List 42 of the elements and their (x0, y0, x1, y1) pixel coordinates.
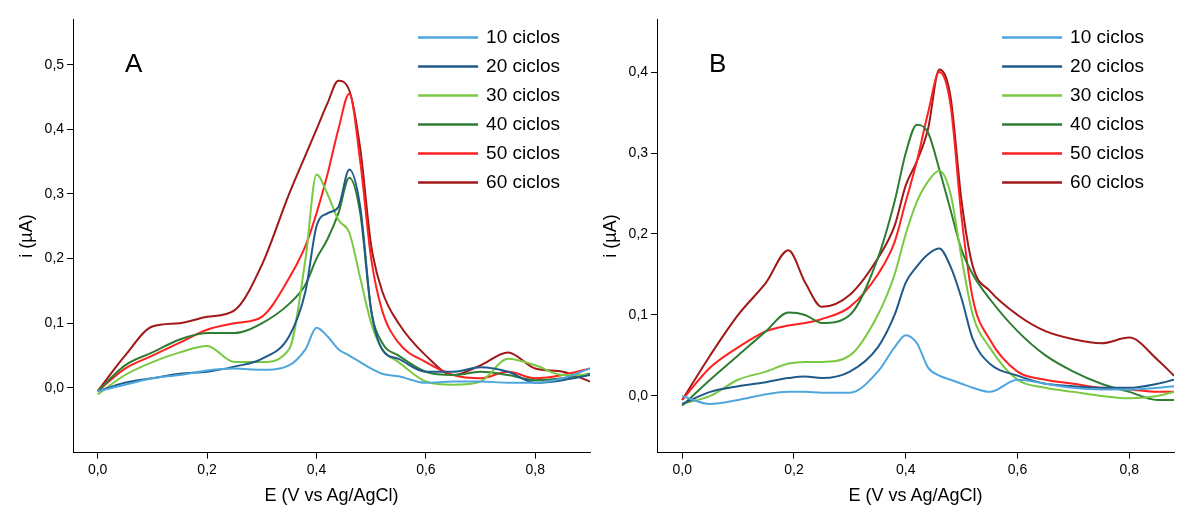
legend-label: 60 ciclos (1070, 170, 1144, 192)
y-tick-label: 0,3 (44, 184, 65, 201)
y-tick-label: 0,0 (44, 378, 65, 395)
legend-label: 10 ciclos (486, 25, 560, 47)
x-tick-label: 0,8 (525, 460, 546, 477)
x-tick-label: 0,4 (896, 460, 916, 477)
legend-label: 20 ciclos (1070, 54, 1144, 76)
y-axis-title: i (µA) (599, 214, 620, 258)
y-tick-label: 0,3 (628, 143, 649, 160)
y-tick-label: 0,1 (44, 314, 65, 331)
x-tick-label: 0,2 (784, 460, 804, 477)
y-tick-label: 0,5 (44, 55, 65, 72)
text: B (709, 47, 727, 78)
x-axis-title: E (V vs Ag/AgCl) (264, 485, 399, 506)
x-tick-label: 0,0 (672, 460, 693, 477)
y-tick-label: 0,0 (628, 386, 649, 403)
x-axis-title: E (V vs Ag/AgCl) (848, 485, 983, 506)
y-axis-title: i (µA) (15, 214, 36, 258)
y-tick-label: 0,2 (44, 249, 65, 266)
legend-label: 40 ciclos (1070, 112, 1144, 134)
text: A (125, 47, 144, 78)
legend-label: 50 ciclos (486, 141, 560, 163)
x-tick-label: 0,6 (416, 460, 436, 477)
legend-label: 30 ciclos (486, 83, 560, 105)
x-tick-label: 0,6 (1007, 460, 1028, 477)
legend-label: 50 ciclos (1070, 141, 1144, 163)
y-tick-label: 0,4 (628, 62, 649, 79)
y-tick-label: 0,1 (628, 305, 649, 322)
x-tick-label: 0,0 (87, 460, 108, 477)
legend-label: 30 ciclos (1070, 83, 1144, 105)
legend-label: 60 ciclos (486, 170, 560, 192)
legend-label: 20 ciclos (486, 54, 560, 76)
line-series (681, 247, 1174, 406)
y-tick-label: 0,2 (628, 224, 649, 241)
line-series (681, 334, 1174, 406)
y-tick-label: 0,4 (44, 120, 65, 137)
legend-label: 40 ciclos (486, 112, 560, 134)
line-series (96, 326, 590, 393)
x-tick-label: 0,2 (197, 460, 218, 477)
legend-label: 10 ciclos (1070, 25, 1144, 47)
x-tick-label: 0,4 (306, 460, 327, 477)
x-tick-label: 0,8 (1119, 460, 1140, 477)
